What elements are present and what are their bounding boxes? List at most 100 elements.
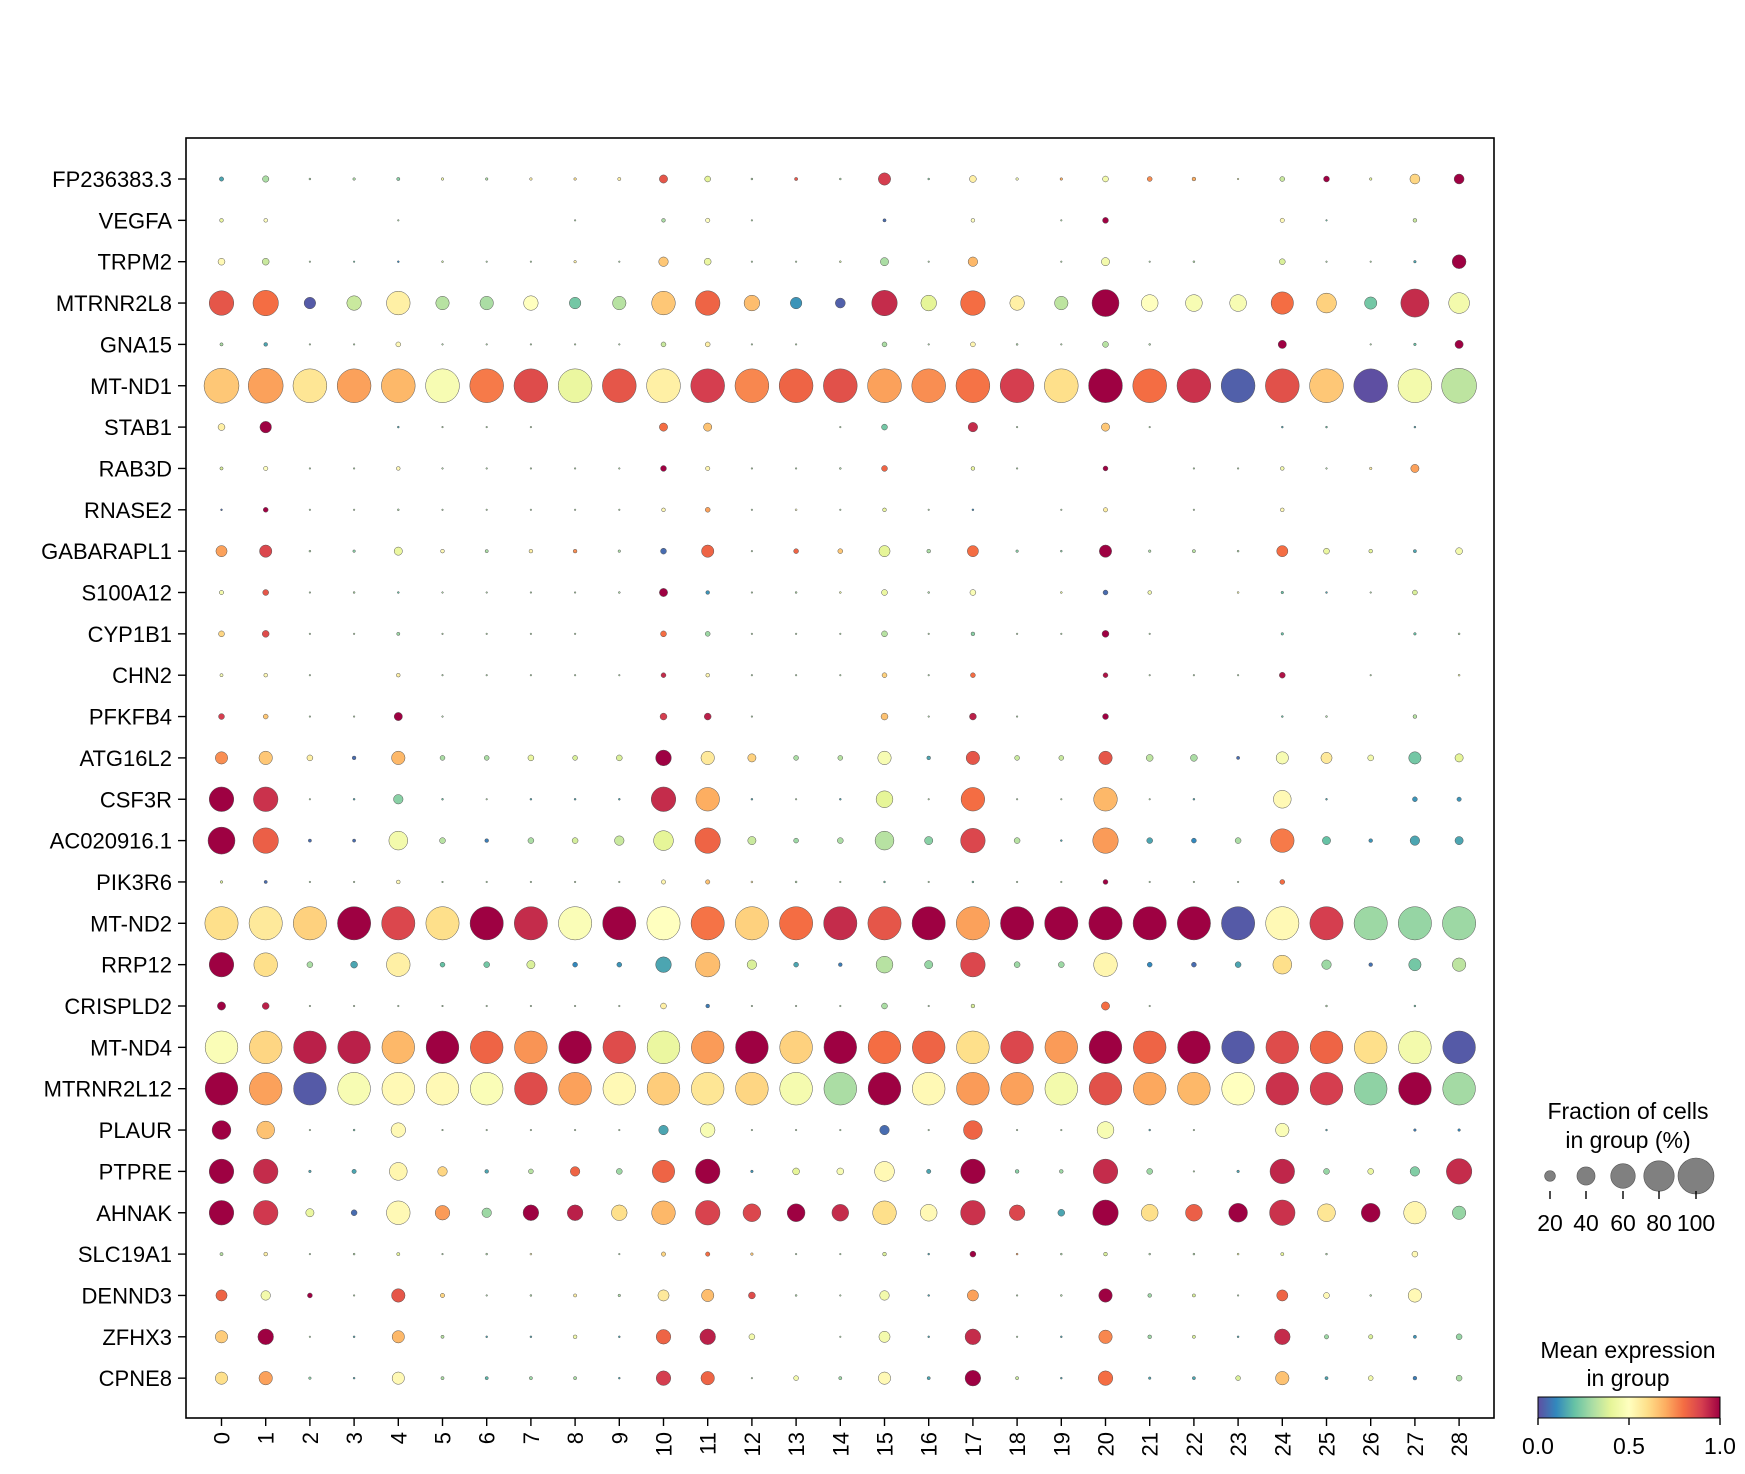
colorbar: [1537, 1396, 1721, 1419]
dot-MT-ND1-cluster-11: [690, 368, 725, 403]
dot-TRPM2-cluster-14: [839, 260, 842, 263]
colorbar-label: 0.5: [1613, 1433, 1645, 1459]
dot-GABARAPL1-cluster-3: [352, 549, 356, 553]
dot-AC020916.1-cluster-4: [388, 830, 408, 851]
dot-AC020916.1-cluster-5: [439, 837, 446, 844]
dot-ZFHX3-cluster-22: [1192, 1334, 1196, 1339]
dot-AHNAK-cluster-3: [350, 1209, 358, 1216]
dot-RAB3D-cluster-26: [1369, 466, 1373, 470]
dot-CSF3R-cluster-4: [393, 794, 404, 805]
dot-GNA15-cluster-24: [1277, 340, 1287, 349]
dot-CRISPLD2-cluster-25: [1325, 1004, 1328, 1008]
dot-RRP12-cluster-15: [875, 956, 894, 974]
dot-AHNAK-cluster-5: [434, 1205, 451, 1221]
dot-RNASE2-cluster-20: [1103, 507, 1108, 513]
dot-PFKFB4-cluster-24: [1281, 715, 1284, 718]
dot-PFKFB4-cluster-17: [969, 712, 977, 721]
cluster-label: 6: [475, 1432, 500, 1444]
size-legend-label: 40: [1573, 1210, 1599, 1236]
dot-PTPRE-cluster-2: [308, 1169, 312, 1173]
dot-FP236383.3-cluster-18: [1015, 177, 1019, 181]
dot-ATG16L2-cluster-13: [793, 755, 799, 761]
gene-label: ZFHX3: [102, 1325, 172, 1350]
dot-PLAUR-cluster-10: [658, 1125, 669, 1136]
dot-STAB1-cluster-4: [397, 425, 400, 429]
dot-MT-ND2-cluster-17: [956, 906, 990, 941]
dot-AC020916.1-cluster-13: [793, 837, 799, 844]
dot-TRPM2-cluster-2: [308, 260, 311, 263]
dot-S100A12-cluster-5: [441, 591, 444, 594]
dot-TRPM2-cluster-26: [1369, 260, 1372, 263]
dot-MT-ND2-cluster-16: [911, 906, 946, 941]
dot-RRP12-cluster-13: [793, 961, 799, 968]
dot-CHN2-cluster-28: [1457, 673, 1461, 677]
dot-FP236383.3-cluster-28: [1453, 173, 1465, 185]
dot-AC020916.1-cluster-24: [1270, 828, 1295, 853]
dot-DENND3-cluster-1: [260, 1290, 271, 1301]
dot-FP236383.3-cluster-8: [573, 177, 577, 181]
dot-DENND3-cluster-21: [1147, 1293, 1152, 1298]
dot-SLC19A1-cluster-22: [1192, 1252, 1196, 1256]
dot-RAB3D-cluster-23: [1237, 467, 1240, 470]
dot-TRPM2-cluster-7: [529, 260, 532, 263]
dot-CRISPLD2-cluster-15: [881, 1002, 888, 1010]
dot-MT-ND2-cluster-9: [602, 906, 637, 941]
dot-CPNE8-cluster-26: [1368, 1375, 1374, 1381]
dot-PLAUR-cluster-14: [839, 1129, 842, 1132]
dot-CHN2-cluster-16: [927, 674, 930, 677]
cluster-label: 21: [1138, 1432, 1163, 1456]
dot-DENND3-cluster-17: [967, 1289, 979, 1302]
dot-FP236383.3-cluster-13: [794, 177, 798, 181]
dot-CPNE8-cluster-23: [1235, 1375, 1241, 1381]
dot-CSF3R-cluster-28: [1456, 796, 1462, 802]
dot-MT-ND2-cluster-20: [1088, 906, 1123, 941]
dot-TRPM2-cluster-11: [704, 258, 712, 266]
dot-MT-ND1-cluster-2: [292, 368, 328, 403]
dot-MTRNR2L12-cluster-4: [381, 1072, 415, 1106]
dot-MT-ND4-cluster-22: [1177, 1030, 1211, 1064]
gene-label: RRP12: [101, 953, 172, 978]
dot-S100A12-cluster-2: [308, 591, 311, 594]
dot-AHNAK-cluster-9: [611, 1204, 628, 1221]
dot-CYP1B1-cluster-8: [574, 632, 577, 635]
dot-ZFHX3-cluster-20: [1098, 1329, 1113, 1344]
dot-MT-ND4-cluster-23: [1221, 1030, 1255, 1064]
dot-MTRNR2L12-cluster-16: [912, 1072, 946, 1106]
dot-GNA15-cluster-3: [353, 343, 356, 346]
dot-DENND3-cluster-6: [485, 1294, 488, 1297]
dot-PLAUR-cluster-7: [529, 1129, 532, 1132]
dot-FP236383.3-cluster-7: [529, 177, 533, 181]
dot-RRP12-cluster-11: [695, 952, 721, 978]
dot-STAB1-cluster-18: [1016, 426, 1019, 429]
cluster-label: 9: [607, 1432, 632, 1444]
dot-AHNAK-cluster-22: [1185, 1204, 1203, 1222]
dot-CSF3R-cluster-6: [485, 798, 488, 801]
dot-MT-ND2-cluster-0: [204, 906, 239, 941]
dot-GNA15-cluster-18: [1015, 343, 1019, 346]
dot-MT-ND2-cluster-26: [1353, 906, 1388, 941]
cluster-label: 15: [873, 1432, 898, 1456]
dot-PTPRE-cluster-26: [1367, 1168, 1374, 1175]
dot-VEGFA-cluster-11: [705, 217, 711, 223]
dot-RRP12-cluster-23: [1234, 961, 1242, 968]
dot-AC020916.1-cluster-28: [1454, 836, 1464, 845]
dot-CHN2-cluster-7: [529, 674, 532, 677]
dot-DENND3-cluster-11: [701, 1289, 715, 1302]
dot-MT-ND4-cluster-27: [1398, 1030, 1432, 1064]
cluster-label: 14: [828, 1432, 853, 1456]
dot-GABARAPL1-cluster-24: [1276, 545, 1289, 557]
dot-PLAUR-cluster-22: [1192, 1129, 1195, 1132]
dot-PLAUR-cluster-15: [879, 1125, 890, 1136]
dot-GABARAPL1-cluster-16: [926, 548, 931, 554]
dot-GNA15-cluster-16: [927, 343, 930, 346]
dot-AC020916.1-cluster-12: [747, 836, 757, 845]
dot-RRP12-cluster-19: [1058, 961, 1065, 968]
dot-MT-ND1-cluster-1: [247, 368, 284, 404]
dot-TRPM2-cluster-19: [1060, 260, 1063, 263]
dot-ATG16L2-cluster-16: [926, 755, 931, 761]
dot-CHN2-cluster-9: [618, 674, 621, 677]
dot-ZFHX3-cluster-9: [618, 1335, 621, 1339]
dot-CRISPLD2-cluster-13: [795, 1004, 798, 1008]
dot-MTRNR2L8-cluster-12: [743, 294, 760, 312]
cluster-label: 26: [1359, 1432, 1384, 1456]
